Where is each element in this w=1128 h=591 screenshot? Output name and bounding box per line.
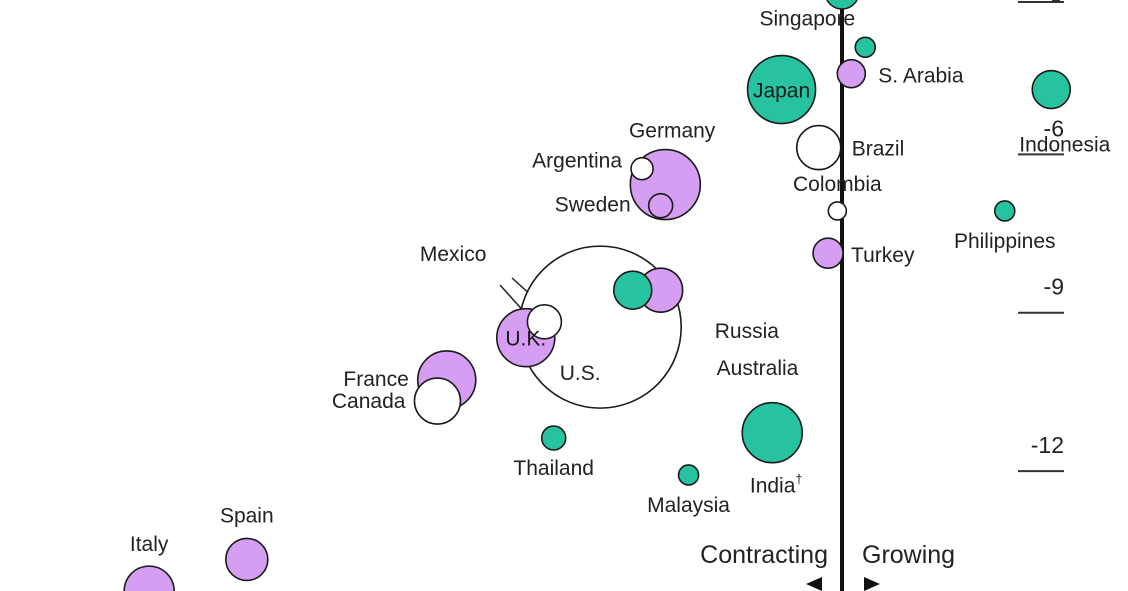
arrow-left-icon xyxy=(806,577,822,591)
data-label-sweden: Sweden xyxy=(555,194,631,217)
data-label-u-k: U.K. xyxy=(505,328,546,351)
data-label-s-arabia: S. Arabia xyxy=(878,65,964,88)
data-label-mexico: Mexico xyxy=(420,243,487,266)
data-label-turkey: Turkey xyxy=(851,244,915,267)
bubble-russia xyxy=(612,270,653,310)
data-label-russia: Russia xyxy=(715,320,780,343)
y-tick-label-6: -6 xyxy=(1044,115,1064,141)
data-label-philippines: Philippines xyxy=(954,230,1056,253)
bubble-malaysia xyxy=(677,464,700,486)
bubble-italy xyxy=(123,565,175,591)
direction-label-contracting: Contracting xyxy=(700,541,828,569)
bubble-canada xyxy=(413,377,462,425)
data-label-u-s: U.S. xyxy=(560,362,601,385)
data-label-argentina: Argentina xyxy=(532,150,622,173)
data-label-france: France xyxy=(343,368,408,391)
data-label-colombia: Colombia xyxy=(793,173,882,196)
y-tick-label-12: -12 xyxy=(1031,432,1064,458)
bubble-indonesia xyxy=(1031,69,1072,110)
bubble-singapore xyxy=(854,36,877,59)
bubble-sweden xyxy=(647,192,674,219)
bubble-s-arabia xyxy=(836,58,867,89)
data-label-india: India† xyxy=(750,472,803,498)
data-label-thailand: Thailand xyxy=(513,457,594,480)
bubble-spain xyxy=(225,537,269,582)
data-label-singapore: Singapore xyxy=(760,7,856,30)
data-label-canada: Canada xyxy=(332,390,406,413)
bubble-brazil xyxy=(795,124,842,171)
bubble-thailand xyxy=(540,425,567,451)
bubble-philippines xyxy=(993,200,1016,222)
data-label-japan: Japan xyxy=(753,80,810,103)
data-label-germany: Germany xyxy=(629,120,716,143)
data-label-australia: Australia xyxy=(717,357,799,380)
direction-label-growing: Growing xyxy=(862,541,955,569)
bubble-mexico xyxy=(526,304,563,340)
bubble-turkey xyxy=(812,237,844,269)
data-label-brazil: Brazil xyxy=(852,138,905,161)
data-label-spain: Spain xyxy=(220,504,274,527)
top-cropped-bubble xyxy=(826,0,858,10)
bubble-colombia xyxy=(827,201,848,221)
y-tick-label-9: -9 xyxy=(1044,274,1064,300)
data-label-malaysia: Malaysia xyxy=(647,494,730,517)
bubble-india xyxy=(741,401,804,464)
data-label-indonesia: Indonesia xyxy=(1019,134,1110,157)
bubble-argentina xyxy=(630,156,654,181)
arrow-right-icon xyxy=(864,577,880,591)
bubble-japan xyxy=(746,54,817,125)
data-label-italy: Italy xyxy=(130,533,169,556)
